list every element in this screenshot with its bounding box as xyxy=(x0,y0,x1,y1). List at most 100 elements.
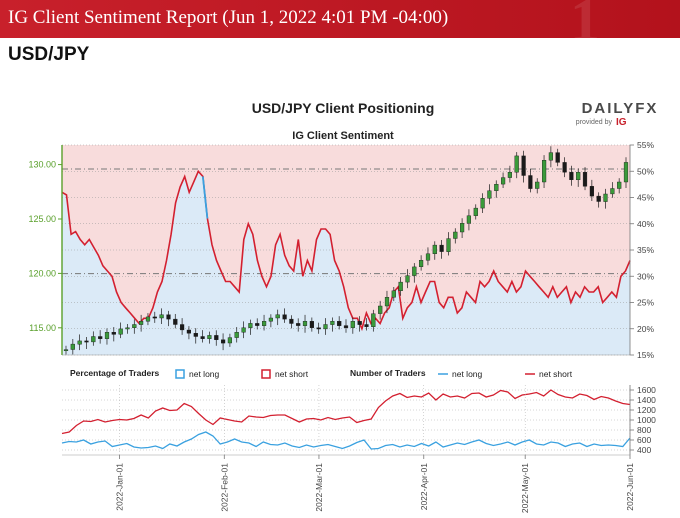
candle xyxy=(623,162,629,183)
right-tick-label: 45% xyxy=(637,193,654,203)
candle xyxy=(302,321,308,326)
candle xyxy=(453,231,458,239)
trader-count-line-net-short xyxy=(61,389,631,435)
candle xyxy=(227,337,232,344)
candle xyxy=(582,171,588,187)
candle xyxy=(576,171,581,180)
candle xyxy=(186,329,191,334)
candle xyxy=(535,181,540,189)
candle xyxy=(104,332,110,339)
candle xyxy=(425,253,431,261)
banner-decoration: 1 xyxy=(570,0,600,38)
candle xyxy=(91,336,96,343)
candle xyxy=(378,305,383,314)
candle xyxy=(555,152,560,163)
candle xyxy=(282,314,287,320)
candle xyxy=(173,318,178,325)
candle xyxy=(439,244,444,252)
candle xyxy=(501,177,506,185)
dailyfx-logo: DAILYFX provided by IG xyxy=(576,100,657,128)
left-tick-label: 120.00 xyxy=(28,268,56,278)
candle xyxy=(268,317,273,322)
candle xyxy=(118,328,123,335)
right-tick-label: 35% xyxy=(637,245,654,255)
right-tick-label: 40% xyxy=(637,219,654,229)
candle xyxy=(460,223,465,233)
candle xyxy=(138,321,144,325)
candle xyxy=(391,290,396,298)
candle xyxy=(63,349,69,352)
candle xyxy=(357,321,362,325)
candle xyxy=(528,175,533,189)
right-tick-label: 50% xyxy=(637,166,654,176)
candle xyxy=(330,321,335,325)
date-tick-label: 2022-May-01 xyxy=(520,463,530,513)
candle xyxy=(446,238,451,252)
candle xyxy=(145,316,151,322)
legend-pct-short-label: net short xyxy=(275,369,309,379)
candle xyxy=(125,327,130,330)
candle xyxy=(419,260,424,267)
candle xyxy=(200,336,205,339)
candle xyxy=(569,171,574,180)
candle xyxy=(296,323,301,326)
bottom-legend: Percentage of Traders net long net short… xyxy=(70,368,573,379)
candle xyxy=(589,186,594,197)
candle xyxy=(473,207,478,216)
candle xyxy=(193,333,198,337)
bottom-tick-label: 600 xyxy=(637,435,651,445)
candle xyxy=(343,325,349,329)
candle xyxy=(77,340,82,345)
candle xyxy=(111,332,116,335)
right-tick-label: 25% xyxy=(637,298,654,308)
candle xyxy=(350,321,355,328)
candle xyxy=(617,181,622,189)
candle xyxy=(562,162,567,173)
date-tick-label: 2022-Mar-01 xyxy=(314,463,324,512)
legend-pct-short-swatch xyxy=(261,369,271,379)
chart-subtitle: IG Client Sentiment xyxy=(292,130,394,142)
candle xyxy=(241,327,246,333)
bottom-tick-label: 1400 xyxy=(637,395,656,405)
net-long-pct-highlight xyxy=(201,176,209,219)
date-tick-label: 2022-Jun-01 xyxy=(625,463,635,511)
legend-num-title: Number of Traders xyxy=(350,368,426,378)
report-title: IG Client Sentiment Report (Jun 1, 2022 … xyxy=(8,7,449,28)
legend-num-short-label: net short xyxy=(539,369,573,379)
right-tick-label: 15% xyxy=(637,350,654,360)
dailyfx-tagline: provided by xyxy=(576,119,613,126)
date-tick-label: 2022-Apr-01 xyxy=(419,463,429,511)
bottom-tick-label: 1200 xyxy=(637,405,656,415)
candle xyxy=(507,171,512,178)
candle xyxy=(70,343,75,350)
date-tick-label: 2022-Feb-01 xyxy=(219,463,229,512)
candle xyxy=(371,313,376,328)
right-tick-label: 20% xyxy=(637,324,654,334)
candle xyxy=(596,195,601,202)
candle xyxy=(179,324,185,331)
candle xyxy=(132,324,137,328)
main-axes: 115.00 120.00 125.00 130.00 15% 20% 25% 30% 35% 4… xyxy=(28,140,654,360)
candle xyxy=(398,281,403,292)
candle xyxy=(262,321,267,326)
legend-pct-long-swatch xyxy=(175,369,185,379)
net-long-pct-line xyxy=(61,169,631,332)
candle xyxy=(487,190,492,199)
candle xyxy=(494,183,499,191)
bottom-tick-label: 1600 xyxy=(637,385,656,395)
candle xyxy=(275,314,280,319)
currency-pair-heading: USD/JPY xyxy=(8,44,90,65)
trader-count-line-net-long xyxy=(61,431,631,450)
bottom-tick-label: 400 xyxy=(637,445,651,455)
right-tick-label: 55% xyxy=(637,140,654,150)
candle xyxy=(309,321,314,328)
candle xyxy=(214,335,219,340)
bottom-tick-label: 800 xyxy=(637,425,651,435)
main-plot xyxy=(61,144,631,356)
candle xyxy=(323,324,328,330)
candle xyxy=(159,314,164,319)
candle xyxy=(610,188,615,195)
legend-pct-title: Percentage of Traders xyxy=(70,368,160,378)
